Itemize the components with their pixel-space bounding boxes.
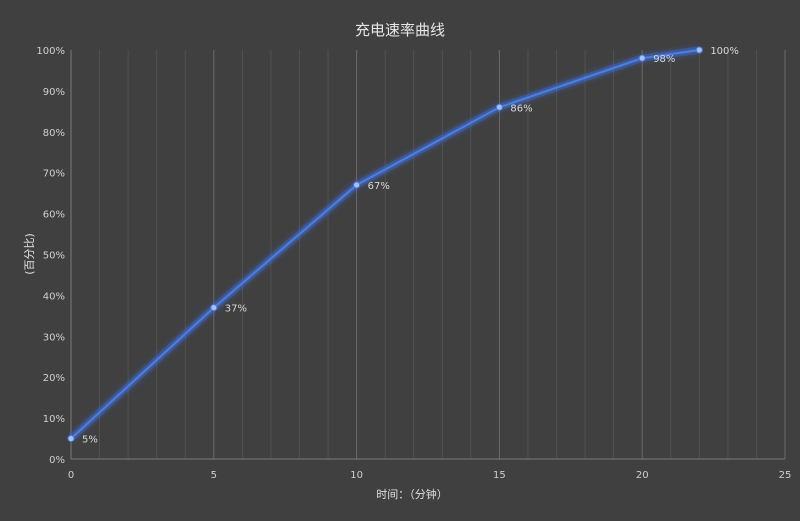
y-axis-title: (百分比) xyxy=(23,233,36,275)
data-label: 86% xyxy=(510,103,532,114)
x-tick-label: 10 xyxy=(350,470,363,481)
x-tick-label: 25 xyxy=(779,470,792,481)
y-tick-label: 10% xyxy=(43,414,65,425)
x-axis-title: 时间：（分钟） xyxy=(376,487,448,501)
y-tick-label: 70% xyxy=(43,169,65,180)
y-tick-label: 40% xyxy=(43,291,65,302)
x-tick-label: 20 xyxy=(636,470,649,481)
y-tick-label: 20% xyxy=(43,373,65,384)
data-point xyxy=(638,54,646,62)
series-layer xyxy=(67,46,703,443)
data-label: 5% xyxy=(82,435,98,446)
x-tick-label: 0 xyxy=(68,470,74,481)
data-labels: 5% 37% 67% 86% 98% 100% xyxy=(82,46,739,446)
data-label: 67% xyxy=(368,181,390,192)
chart-title: 充电速率曲线 xyxy=(355,21,445,39)
y-tick-label: 0% xyxy=(49,455,65,466)
y-tick-label: 60% xyxy=(43,210,65,221)
y-tick-label: 50% xyxy=(43,251,65,262)
data-point xyxy=(695,46,703,54)
y-tick-label: 30% xyxy=(43,332,65,343)
series-line xyxy=(70,48,700,440)
data-point xyxy=(67,435,75,443)
data-point xyxy=(495,103,503,111)
grid xyxy=(99,50,786,459)
x-tick-label: 5 xyxy=(211,470,217,481)
y-tick-label: 80% xyxy=(43,128,65,139)
data-label: 100% xyxy=(710,46,739,57)
x-tick-label: 15 xyxy=(493,470,506,481)
axes: 0 5 10 15 20 25 0% 10% 20% 30% 40% 50% 60% 70% 80% 90% 1… xyxy=(36,46,791,481)
data-point xyxy=(210,304,218,312)
data-label: 98% xyxy=(653,54,675,65)
y-tick-label: 100% xyxy=(36,46,65,57)
data-point xyxy=(353,181,361,189)
y-tick-label: 90% xyxy=(43,87,65,98)
data-label: 37% xyxy=(225,304,247,315)
